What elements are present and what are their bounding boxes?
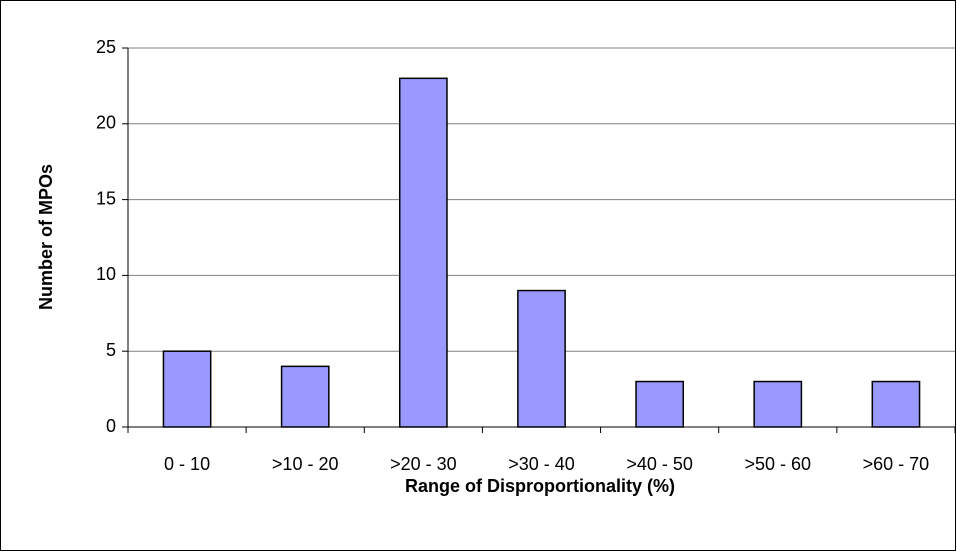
x-tick-label: >30 - 40: [508, 454, 575, 474]
y-tick-label: 5: [106, 340, 116, 360]
x-axis-title: Range of Disproportionality (%): [405, 476, 675, 496]
bar: [871, 380, 921, 428]
y-tick-label: 15: [96, 188, 116, 208]
x-tick-label: >50 - 60: [745, 454, 812, 474]
x-tick-label: 0 - 10: [164, 454, 210, 474]
x-tick-label: >10 - 20: [272, 454, 339, 474]
y-tick-label: 10: [96, 264, 116, 284]
bar: [398, 77, 448, 428]
x-tick-label: >60 - 70: [863, 454, 930, 474]
bar: [162, 350, 212, 428]
bar: [753, 380, 803, 428]
bar: [517, 289, 566, 428]
y-tick-label: 0: [106, 416, 116, 436]
bar: [635, 380, 685, 428]
y-tick-label: 25: [96, 37, 116, 57]
x-tick-label: >20 - 30: [390, 454, 457, 474]
bar: [280, 365, 330, 428]
y-tick-label: 20: [96, 113, 116, 133]
x-tick-label: >40 - 50: [626, 454, 693, 474]
y-axis-title: Number of MPOs: [36, 164, 56, 310]
